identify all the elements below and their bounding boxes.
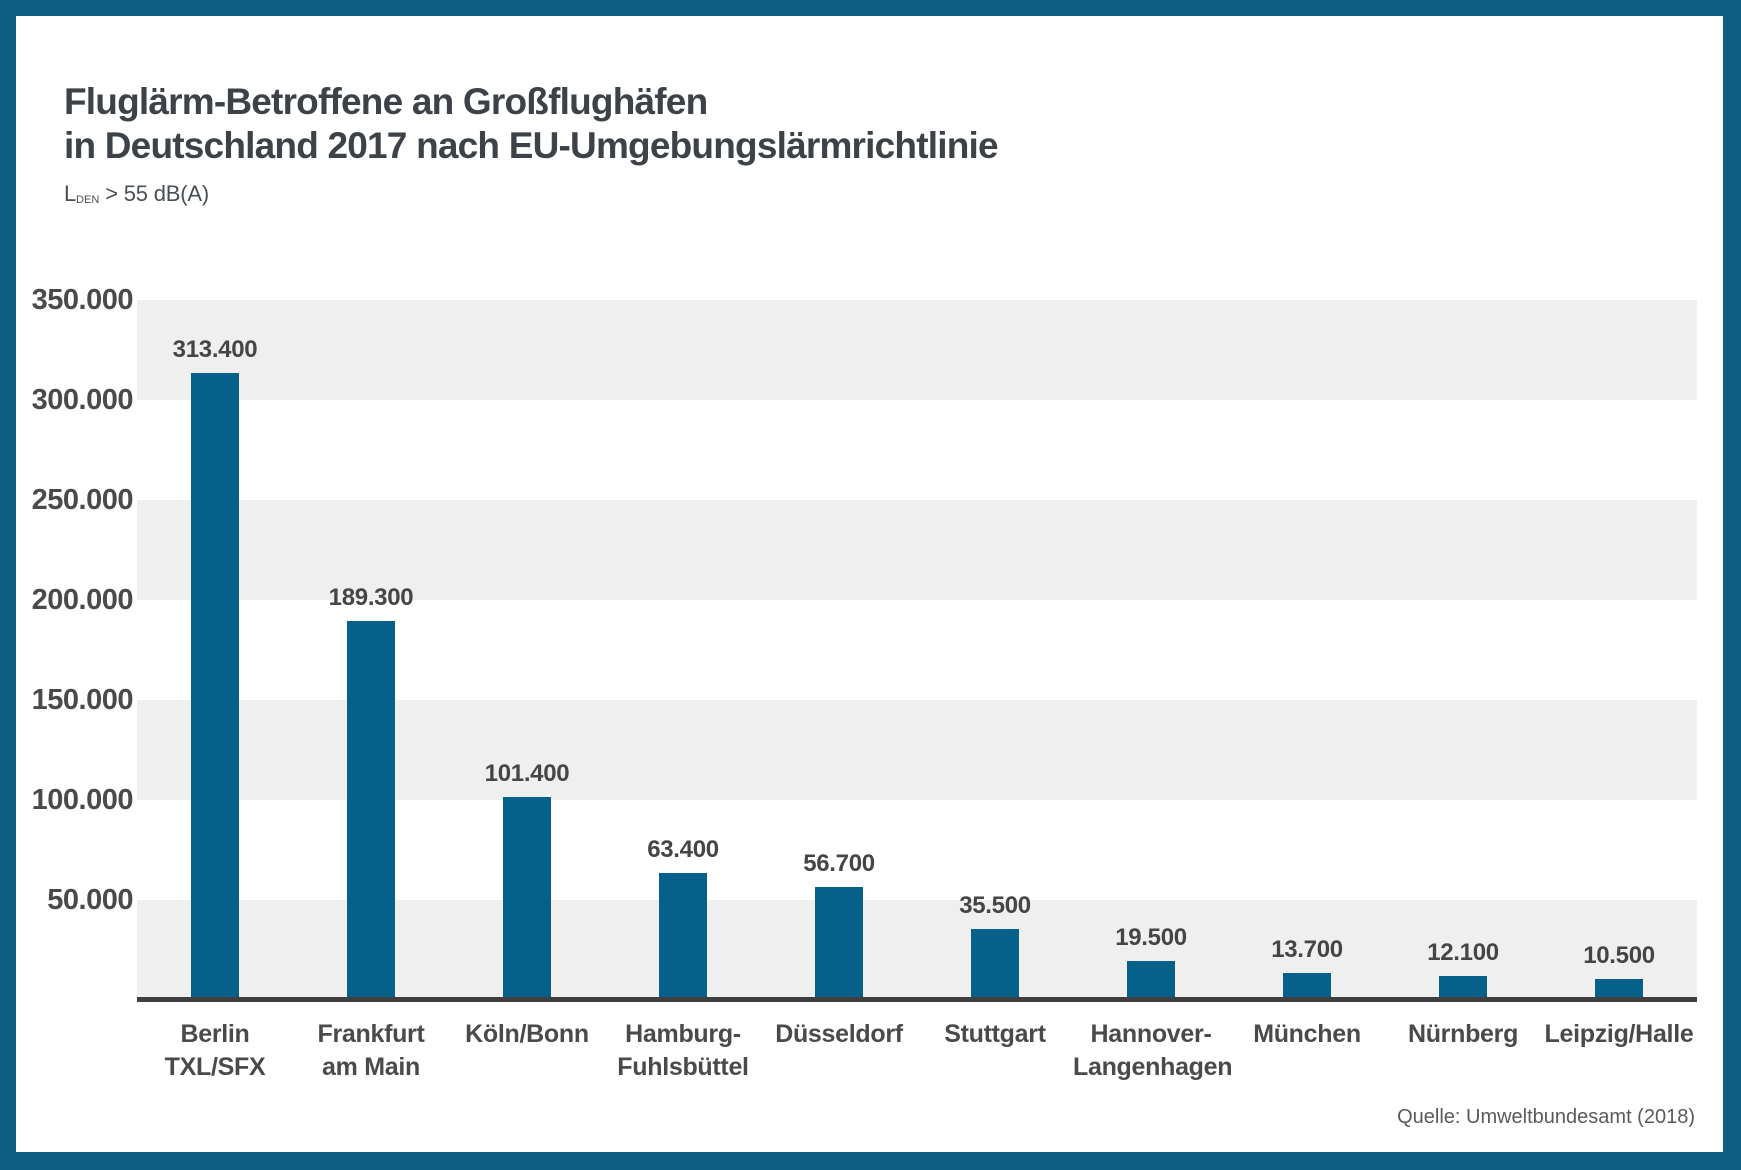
bar-column: 56.700 <box>761 300 917 1000</box>
subtitle-symbol: L <box>64 181 77 206</box>
page-title-line1: Fluglärm-Betroffene an Großflughäfen <box>64 81 708 122</box>
bar <box>971 929 1019 1000</box>
bar-column: 19.500 <box>1073 300 1229 1000</box>
bar <box>503 797 551 1000</box>
x-category-label-line: Berlin <box>180 1020 250 1048</box>
bar <box>1595 979 1643 1000</box>
grid-band <box>137 300 1697 400</box>
grid-band <box>137 700 1697 800</box>
x-category-label-line: München <box>1253 1020 1361 1048</box>
bar-value-label: 10.500 <box>1583 942 1655 969</box>
bar-value-label: 19.500 <box>1115 924 1187 951</box>
bar-column: 101.400 <box>449 300 605 1000</box>
bar-column: 13.700 <box>1229 300 1385 1000</box>
y-tick-label: 300.000 <box>31 384 134 416</box>
bar-value-label: 189.300 <box>328 584 414 611</box>
x-category-label-line: Düsseldorf <box>775 1020 903 1048</box>
grid-band <box>137 600 1697 700</box>
x-category-label: Nürnberg <box>1385 1018 1541 1051</box>
bar <box>659 873 707 1000</box>
bar <box>1439 976 1487 1000</box>
bar-value-label: 56.700 <box>803 850 875 877</box>
x-category-label-line: TXL/SFX <box>164 1053 266 1081</box>
x-category-label-line: Fuhlsbüttel <box>617 1053 749 1081</box>
x-category-label: Berlin TXL/SFX <box>137 1018 293 1084</box>
grid-band <box>137 900 1697 1000</box>
bar-value-label: 13.700 <box>1271 936 1343 963</box>
bar-value-label: 35.500 <box>959 892 1031 919</box>
bar-column: 189.300 <box>293 300 449 1000</box>
x-category-label-line: am Main <box>322 1053 420 1081</box>
source-note: Quelle: Umweltbundesamt (2018) <box>1397 1106 1695 1128</box>
subtitle-threshold: > 55 dB(A) <box>105 181 209 206</box>
chart-subtitle: LDEN > 55 dB(A) <box>64 181 998 207</box>
x-category-label-line: Hamburg- <box>625 1020 741 1048</box>
grid-band <box>137 500 1697 600</box>
x-category-label-line: Langenhagen <box>1073 1053 1233 1081</box>
x-category-label-line: Nürnberg <box>1407 1020 1519 1048</box>
bar-value-label: 313.400 <box>172 336 258 363</box>
x-category-label: Düsseldorf <box>761 1018 917 1051</box>
y-tick-label: 250.000 <box>31 484 134 516</box>
x-category-label: München <box>1229 1018 1385 1051</box>
bar <box>1283 973 1331 1000</box>
x-category-label-line: Hannover- <box>1090 1020 1212 1048</box>
x-category-label-line: Frankfurt <box>317 1020 425 1048</box>
subtitle-subscript: DEN <box>76 194 100 206</box>
bar-column: 63.400 <box>605 300 761 1000</box>
y-axis-tick-labels: 350.000 300.000 250.000 200.000 150.000 100.0… <box>25 284 134 1000</box>
grid-band <box>137 800 1697 900</box>
bar <box>1127 961 1175 1000</box>
page-title-line2: in Deutschland 2017 nach EU-Umgebungslär… <box>64 125 999 166</box>
x-category-label: Hannover- Langenhagen <box>1073 1018 1233 1084</box>
y-tick-label: 150.000 <box>31 684 134 716</box>
bar-column: 35.500 <box>917 300 1073 1000</box>
x-category-label: Stuttgart <box>917 1018 1073 1051</box>
bar <box>815 887 863 1000</box>
bar-column: 10.500 <box>1541 300 1697 1000</box>
x-category-label-line: Leipzig/Halle <box>1544 1020 1694 1048</box>
bar-column: 12.100 <box>1385 300 1541 1000</box>
y-tick-label: 350.000 <box>31 284 134 316</box>
y-tick-label: 50.000 <box>47 884 133 916</box>
bar-value-label: 101.400 <box>484 760 570 787</box>
bar-column: 313.400 <box>137 300 293 1000</box>
x-category-label: Köln/Bonn <box>449 1018 605 1051</box>
bar <box>347 621 395 1000</box>
plot-area: 313.400 189.300 101.400 63.400 56.700 35.500 1… <box>137 300 1697 1002</box>
y-tick-label: 200.000 <box>31 584 134 616</box>
grid-band <box>137 400 1697 500</box>
x-category-label: Hamburg- Fuhlsbüttel <box>605 1018 761 1084</box>
bar-value-label: 63.400 <box>647 836 719 863</box>
bar <box>191 373 239 1000</box>
x-category-label: Frankfurt am Main <box>293 1018 449 1084</box>
y-tick-label: 100.000 <box>31 784 134 816</box>
x-axis-line <box>137 997 1697 1002</box>
x-category-label: Leipzig/Halle <box>1541 1018 1697 1051</box>
x-category-label-line: Stuttgart <box>944 1020 1046 1048</box>
header: Fluglärm-Betroffene an Großflughäfen in … <box>64 80 999 207</box>
bar-value-label: 12.100 <box>1427 939 1499 966</box>
x-category-label-line: Köln/Bonn <box>465 1020 589 1048</box>
